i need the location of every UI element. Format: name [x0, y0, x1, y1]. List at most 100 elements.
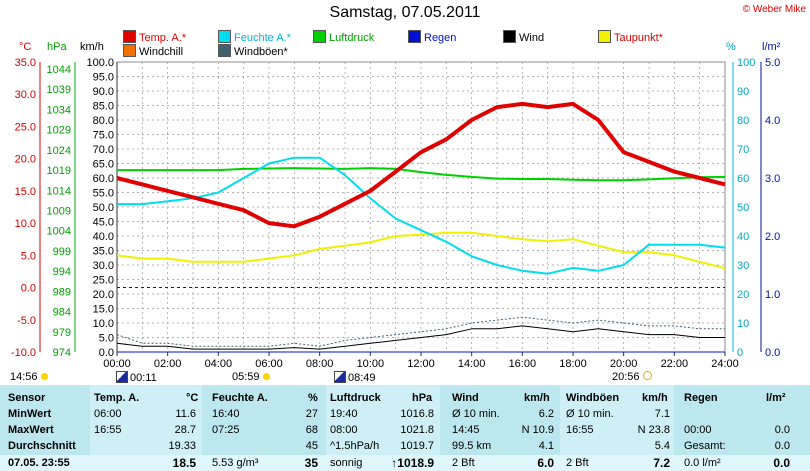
table-cell-sub: Gesamt:: [684, 440, 726, 452]
wind-tick: 35.0: [93, 246, 114, 258]
table-row: MinWert 06:00 11.6 16:40 27 19:40 1016.8 Ø 10 m…: [0, 407, 810, 421]
hum-tick: 10: [737, 318, 749, 330]
table-header: Temp. A.: [94, 392, 140, 404]
temp-tick: 25.0: [15, 121, 36, 133]
table-cell-value: 19.33: [168, 440, 196, 452]
table-cell-value: ↑1018.9: [391, 456, 434, 470]
wind-tick: 100.0: [86, 57, 114, 69]
wind-tick: 70.0: [93, 144, 114, 156]
rain-unit: l/m²: [762, 41, 781, 53]
table-header: °C: [186, 392, 199, 404]
table-row-bg: [0, 455, 810, 471]
hum-tick: 20: [737, 289, 749, 301]
table-cell-value: 45: [305, 440, 318, 452]
table-cell-sub: ^1.5hPa/h: [330, 440, 380, 452]
wind-tick: 25.0: [93, 275, 114, 287]
table-cell-sub: 0.0 l/m²: [684, 457, 721, 469]
legend-swatch: [503, 30, 516, 43]
event-time: 05:59: [232, 371, 270, 383]
x-tick-label: 04:00: [205, 358, 233, 370]
row-label: MinWert: [8, 408, 52, 420]
table-cell-sub: 00:00: [684, 424, 712, 436]
table-header: l/m²: [766, 392, 786, 404]
table-cell-value: N 23.8: [637, 424, 670, 436]
legend-item: Luftdruck: [313, 30, 374, 44]
event-time: 20:56: [612, 371, 652, 383]
table-cell-sub: 19:40: [330, 408, 358, 420]
wind-tick: 45.0: [93, 217, 114, 229]
x-tick-label: 00:00: [103, 358, 131, 370]
x-tick-label: 10:00: [357, 358, 385, 370]
table-header: Sensor: [8, 392, 46, 404]
series-line-wind: [116, 325, 725, 350]
table-header: %: [308, 392, 318, 404]
table-cell-sub: 16:40: [212, 408, 240, 420]
moon-icon: [116, 371, 128, 383]
wind-tick: 85.0: [93, 101, 114, 113]
table-header: Windböen: [566, 392, 620, 404]
wind-tick: 65.0: [93, 159, 114, 171]
table-cell-value: 28.7: [174, 424, 196, 436]
event-time: 08:49: [334, 371, 376, 384]
event-time: 14:56: [10, 371, 48, 383]
legend-label: Windböen*: [234, 46, 288, 58]
table-row: Durchschnitt 19.33 45 ^1.5hPa/h 1019.7 99.5 k…: [0, 439, 810, 453]
table-row: 07.05. 23:55 18.5 5.53 g/m³ 35 sonnig ↑1018.9…: [0, 456, 810, 470]
temp-tick: -5.0: [17, 315, 36, 327]
legend-item: Taupunkt*: [598, 30, 663, 44]
press-tick: 1024: [47, 145, 71, 157]
temp-unit: °C: [19, 41, 32, 53]
press-tick: 999: [53, 246, 71, 258]
table-header: hPa: [412, 392, 433, 404]
legend-label: Feuchte A.*: [234, 32, 291, 44]
x-tick-label: 06:00: [255, 358, 283, 370]
series-line-luftdruck: [117, 167, 726, 182]
legend-label: Windchill: [139, 46, 184, 58]
x-tick-label: 20:00: [610, 358, 638, 370]
press-tick: 1009: [47, 206, 71, 218]
hum-tick: 100: [737, 57, 755, 69]
table-header: km/h: [524, 392, 550, 404]
legend-swatch: [408, 30, 421, 43]
table-cell-sub: Ø 10 min.: [452, 408, 500, 420]
hum-tick: 70: [737, 144, 749, 156]
x-tick-label: 16:00: [509, 358, 537, 370]
temp-tick: 15.0: [15, 186, 36, 198]
rain-tick: 1.0: [765, 289, 780, 301]
table-cell-value: 5.4: [654, 440, 670, 452]
table-cell-value: N 10.9: [521, 424, 554, 436]
wind-tick: 55.0: [93, 188, 114, 200]
wind-tick: 80.0: [93, 115, 114, 127]
wind-tick: 90.0: [93, 86, 114, 98]
press-tick: 994: [53, 266, 71, 278]
table-cell-sub: 14:45: [452, 424, 480, 436]
legend-swatch: [123, 30, 136, 43]
temp-tick: 35.0: [15, 57, 36, 69]
table-header-row: Sensor Temp. A. °C Feuchte A. % Luftdruc…: [0, 391, 810, 405]
wind-tick: 30.0: [93, 260, 114, 272]
table-cell-sub: 99.5 km: [452, 440, 492, 452]
legend-swatch: [218, 30, 231, 43]
table-cell-sub: 16:55: [94, 424, 122, 436]
table-cell-sub: 5.53 g/m³: [212, 457, 259, 469]
press-tick: 974: [53, 347, 71, 359]
table-cell-value: 1019.7: [400, 440, 434, 452]
table-cell-value: 6.2: [538, 408, 554, 420]
legend-swatch: [598, 30, 611, 43]
legend-swatch: [313, 30, 326, 43]
copyright-label: © Weber Mike: [742, 4, 806, 15]
legend-label: Wind: [519, 32, 545, 44]
legend-item: Regen: [408, 30, 456, 44]
table-cell-value: 0.0: [774, 440, 790, 452]
table-cell-sub: Ø 10 min.: [566, 408, 614, 420]
row-label: MaxWert: [8, 424, 54, 436]
temp-tick: -10.0: [11, 347, 36, 359]
table-cell-value: 0.0: [774, 424, 790, 436]
hum-tick: 40: [737, 231, 749, 243]
legend-item: Windböen*: [218, 44, 288, 58]
table-header: Regen: [684, 392, 718, 404]
legend-swatch: [123, 44, 136, 57]
rain-tick: 4.0: [765, 115, 780, 127]
table-cell-value: 7.2: [653, 456, 670, 470]
hum-tick: 90: [737, 86, 749, 98]
